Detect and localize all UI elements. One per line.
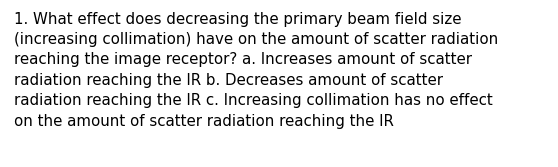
Text: 1. What effect does decreasing the primary beam field size
(increasing collimati: 1. What effect does decreasing the prima… [14,12,498,129]
